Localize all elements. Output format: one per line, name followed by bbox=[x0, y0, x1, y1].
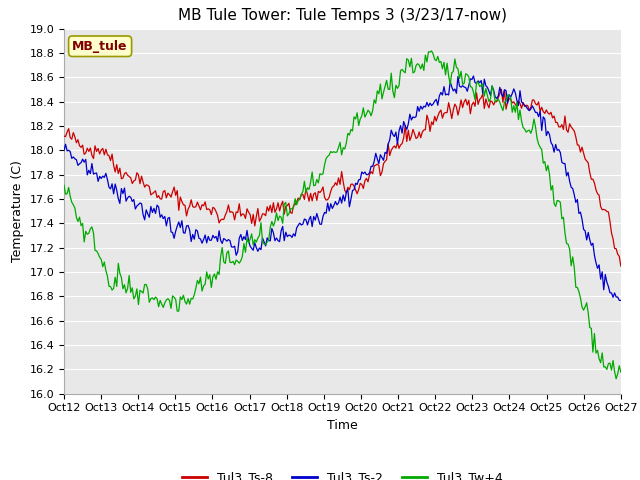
Legend: Tul3_Ts-8, Tul3_Ts-2, Tul3_Tw+4: Tul3_Ts-8, Tul3_Ts-2, Tul3_Tw+4 bbox=[177, 467, 508, 480]
Text: MB_tule: MB_tule bbox=[72, 40, 128, 53]
Title: MB Tule Tower: Tule Temps 3 (3/23/17-now): MB Tule Tower: Tule Temps 3 (3/23/17-now… bbox=[178, 9, 507, 24]
Y-axis label: Temperature (C): Temperature (C) bbox=[11, 160, 24, 262]
X-axis label: Time: Time bbox=[327, 419, 358, 432]
